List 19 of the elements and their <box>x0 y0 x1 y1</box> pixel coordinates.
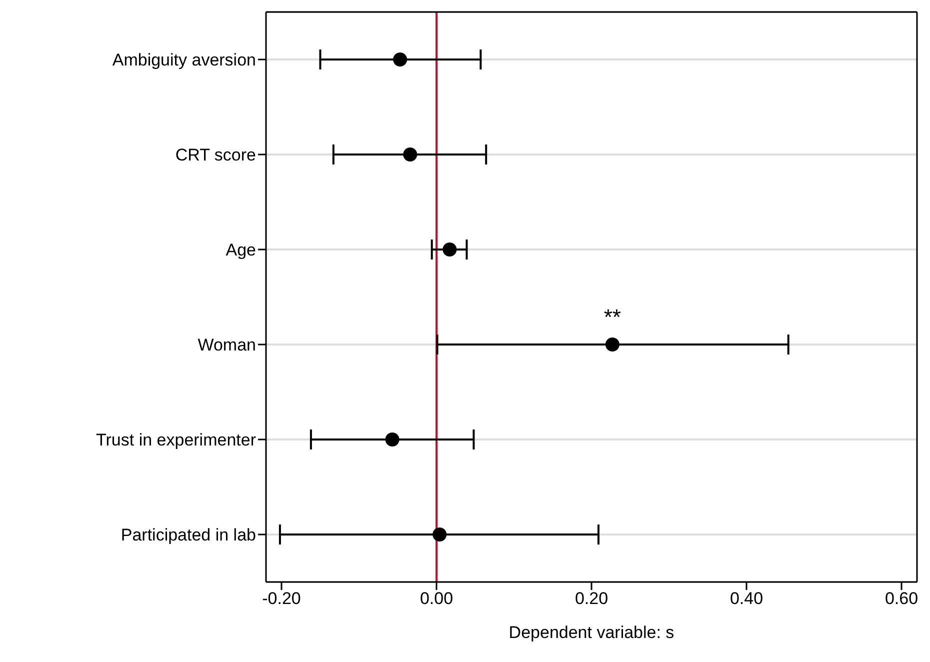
point <box>432 528 447 542</box>
x-tick-label: -0.20 <box>262 589 301 608</box>
x-tick-label: 0.00 <box>420 589 454 608</box>
x-tick-label: 0.20 <box>574 589 608 608</box>
x-tick-label: 0.40 <box>730 589 764 608</box>
y-tick-label: Trust in experimenter <box>96 430 256 450</box>
y-tick-label: Participated in lab <box>120 526 256 545</box>
point <box>605 338 620 352</box>
y-tick-label: Ambiguity aversion <box>112 50 256 70</box>
y-tick-label: Age <box>226 240 256 260</box>
x-tick-label: 0.60 <box>884 589 918 608</box>
point <box>403 148 418 162</box>
point <box>393 52 408 66</box>
point <box>442 242 457 256</box>
point <box>385 432 400 446</box>
y-tick-label: Woman <box>198 336 256 355</box>
annotation: ** <box>604 304 622 330</box>
x-axis-title: Dependent variable: s <box>508 623 674 642</box>
y-tick-label: CRT score <box>175 146 256 165</box>
